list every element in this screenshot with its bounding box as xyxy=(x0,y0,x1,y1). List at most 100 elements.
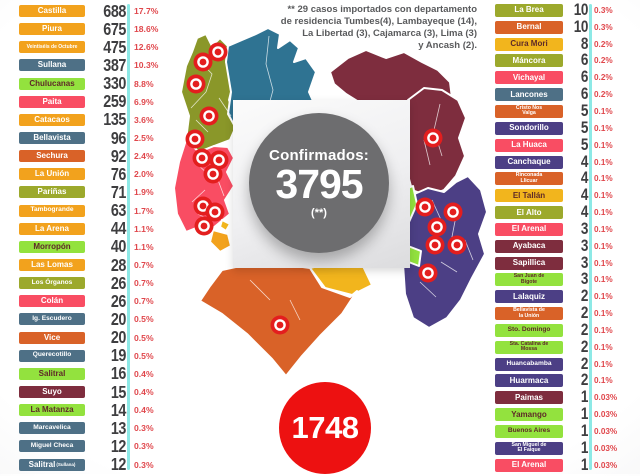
district-name: La Huaca xyxy=(511,140,547,150)
district-count: 387 xyxy=(103,55,126,75)
district-percentage: 0.3% xyxy=(594,22,613,32)
district-row: Sapillica 3 0.1% xyxy=(481,254,640,272)
district-percentage: 2.5% xyxy=(134,133,154,144)
district-name: El Tallán xyxy=(512,190,546,200)
district-label-chip: Lancones xyxy=(495,88,563,102)
district-count: 20 xyxy=(110,308,127,329)
district-row: El Arenal 1 0.03% xyxy=(481,456,640,474)
case-dot xyxy=(198,154,206,162)
district-name: El Arenal xyxy=(511,460,547,470)
district-row: San Juan de Bigote 3 0.1% xyxy=(481,270,640,289)
district-name: Las Lomas xyxy=(31,260,73,270)
district-label-chip: Colán xyxy=(19,295,85,308)
district-label-chip: Sta. Catalina de Mossa xyxy=(495,341,563,354)
map-region-yellow-patch xyxy=(219,219,231,232)
district-percentage: 6.9% xyxy=(134,96,154,107)
district-count: 26 xyxy=(110,290,127,311)
district-row: Pariñas 71 1.9% xyxy=(0,182,168,202)
case-dot xyxy=(200,222,208,230)
district-count: 28 xyxy=(110,254,127,275)
district-row: San Miguel de El Faique 1 0.03% xyxy=(481,439,640,457)
district-list-right: La Brea 10 0.3% Bernal 10 0.3% Cura Mori 8 0.2% M… xyxy=(481,0,640,476)
district-count: 3 xyxy=(580,270,589,289)
imported-cases-note: ** 29 casos importados con departamento … xyxy=(280,4,477,52)
district-label-chip: Huancabamba xyxy=(495,357,563,371)
district-count: 5 xyxy=(580,101,589,120)
district-row: Marcavelica 13 0.3% xyxy=(0,418,168,438)
case-dot xyxy=(431,241,439,249)
district-percentage: 1.1% xyxy=(134,241,154,252)
district-row: La Huaca 5 0.1% xyxy=(481,136,640,154)
district-percentage: 8.8% xyxy=(134,78,154,89)
district-percentage: 0.1% xyxy=(594,275,613,285)
district-count: 26 xyxy=(110,272,127,293)
district-count: 675 xyxy=(103,18,126,39)
case-dot xyxy=(199,58,207,66)
case-location-dots xyxy=(185,42,467,335)
district-count: 6 xyxy=(580,51,589,70)
district-row: Catacaos 135 3.6% xyxy=(0,109,168,129)
district-percentage: 0.3% xyxy=(134,423,154,434)
district-label-chip: Canchaque xyxy=(495,155,563,169)
district-row: Querecotillo 19 0.5% xyxy=(0,345,168,366)
district-label-chip: El Tallán xyxy=(495,189,563,203)
district-label-chip: Paita xyxy=(19,95,85,108)
district-row: Sullana 387 10.3% xyxy=(0,55,168,75)
case-dot xyxy=(449,208,457,216)
district-percentage: 2.4% xyxy=(134,151,154,162)
district-row: Sta. Catalina de Mossa 2 0.1% xyxy=(481,338,640,356)
district-count: 44 xyxy=(110,218,127,239)
district-row: Ayabaca 3 0.1% xyxy=(481,237,640,255)
district-name: Ig. Escudero xyxy=(32,315,72,323)
district-name: Bernal xyxy=(516,22,542,32)
district-label-chip: Sondorillo xyxy=(495,121,563,135)
district-label-chip: Bellavista de la Unión xyxy=(495,307,563,321)
district-percentage: 0.3% xyxy=(594,5,613,15)
case-dot xyxy=(209,170,217,178)
district-count: 19 xyxy=(110,345,127,366)
district-percentage: 0.1% xyxy=(594,157,613,167)
district-percentage: 0.5% xyxy=(134,332,154,343)
district-name: Buenos Aires xyxy=(507,427,551,435)
case-dot xyxy=(276,321,284,329)
district-percentage: 0.2% xyxy=(594,56,613,66)
district-percentage: 0.1% xyxy=(594,224,613,234)
district-label-chip: El Arenal xyxy=(495,458,563,472)
district-label-chip: Castilla xyxy=(19,5,85,18)
district-name: Huarmaca xyxy=(509,375,549,385)
district-label-chip: Tambogrande xyxy=(19,204,85,217)
district-row: Sechura 92 2.4% xyxy=(0,146,168,166)
district-name: Sechura xyxy=(36,151,68,161)
district-row: La Brea 10 0.3% xyxy=(481,1,640,19)
district-label-chip: Buenos Aires xyxy=(495,425,563,439)
district-label-chip: Suyo xyxy=(19,386,85,399)
district-label-chip: Sto. Domingo xyxy=(495,323,563,337)
district-row: Cristo Nos Valga 5 0.1% xyxy=(481,101,640,120)
district-label-chip: Sullana xyxy=(19,59,85,72)
district-label-chip: Vice xyxy=(19,331,85,344)
case-dot xyxy=(211,208,219,216)
district-count: 12 xyxy=(110,435,127,456)
district-row: Huancabamba 2 0.1% xyxy=(481,355,640,373)
district-label-chip: Piura xyxy=(19,23,85,36)
district-percentage: 0.1% xyxy=(594,258,613,268)
district-row: Paimas 1 0.03% xyxy=(481,388,640,406)
district-label-chip: Sapillica xyxy=(495,256,563,270)
district-percentage: 12.6% xyxy=(134,42,159,53)
district-count: 8 xyxy=(580,34,589,53)
district-name: Sta. Catalina de Mossa xyxy=(509,340,549,353)
district-count: 2 xyxy=(580,371,589,390)
district-name: Sullana xyxy=(37,60,67,70)
district-percentage: 0.5% xyxy=(134,350,154,361)
district-name: Sto. Domingo xyxy=(507,326,551,334)
district-row: El Tallán 4 0.1% xyxy=(481,186,640,204)
district-percentage: 0.03% xyxy=(594,443,618,453)
district-count: 20 xyxy=(110,327,127,348)
district-row: Castilla 688 17.7% xyxy=(0,1,168,21)
district-name: Ayabaca xyxy=(512,241,546,251)
district-percentage: 0.2% xyxy=(594,73,613,83)
district-row: Sondorillo 5 0.1% xyxy=(481,119,640,137)
district-row: Bernal 10 0.3% xyxy=(481,18,640,36)
district-row: Buenos Aires 1 0.03% xyxy=(481,422,640,440)
district-percentage: 0.03% xyxy=(594,393,618,403)
